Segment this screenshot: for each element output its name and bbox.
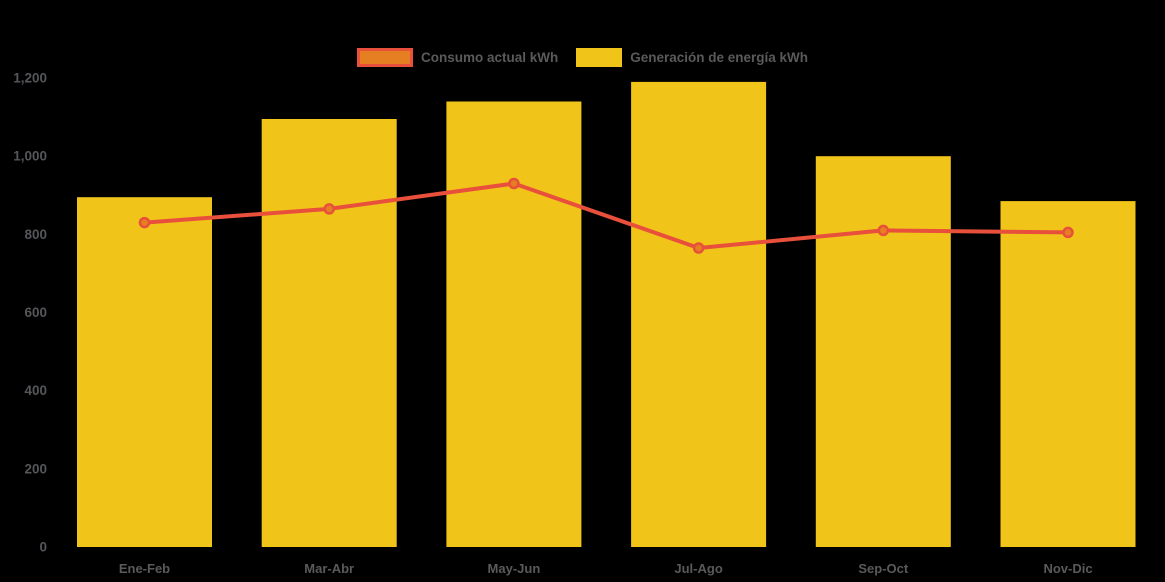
y-tick-label-800: 800 [24,227,47,242]
legend-item-consumo[interactable]: Consumo actual kWh [356,48,559,67]
x-category-label-mar-abr: Mar-Abr [304,561,354,576]
line-point-may-jun[interactable] [508,177,520,190]
y-tick-label-1-000: 1,000 [13,149,47,164]
bar-may-jun[interactable] [446,101,582,548]
line-point-sep-oct[interactable] [877,224,890,237]
line-point-ene-feb[interactable] [138,216,151,229]
legend-swatch-consumo-icon [356,48,413,67]
line-point-nov-dic[interactable] [1062,226,1074,239]
line-point-jul-ago[interactable] [692,242,705,254]
x-category-label-may-jun: May-Jun [488,561,541,576]
bar-ene-feb[interactable] [77,197,212,547]
y-tick-label-600: 600 [24,305,47,320]
x-category-label-jul-ago: Jul-Ago [674,561,722,576]
bar-mar-abr[interactable] [261,119,397,547]
y-tick-label-0: 0 [39,540,47,555]
consumo-line [144,181,1069,250]
y-tick-label-200: 200 [24,461,47,476]
bar-sep-oct[interactable] [815,156,951,547]
bar-jul-ago[interactable] [631,81,767,548]
legend-item-generacion[interactable]: Generación de energía kWh [576,48,808,67]
y-tick-label-400: 400 [24,383,47,398]
x-category-label-ene-feb: Ene-Feb [119,561,170,576]
bar-nov-dic[interactable] [1000,201,1136,547]
y-tick-label-1-200: 1,200 [13,71,47,86]
legend-label-generacion: Generación de energía kWh [630,50,809,65]
x-category-label-sep-oct: Sep-Oct [858,561,909,576]
legend-swatch-generacion-icon [576,48,623,67]
chart-legend: Consumo actual kWh Generación de energía… [0,48,1165,67]
legend-label-consumo: Consumo actual kWh [420,50,559,65]
x-category-label-nov-dic: Nov-Dic [1043,561,1092,576]
line-point-mar-abr[interactable] [323,203,335,215]
